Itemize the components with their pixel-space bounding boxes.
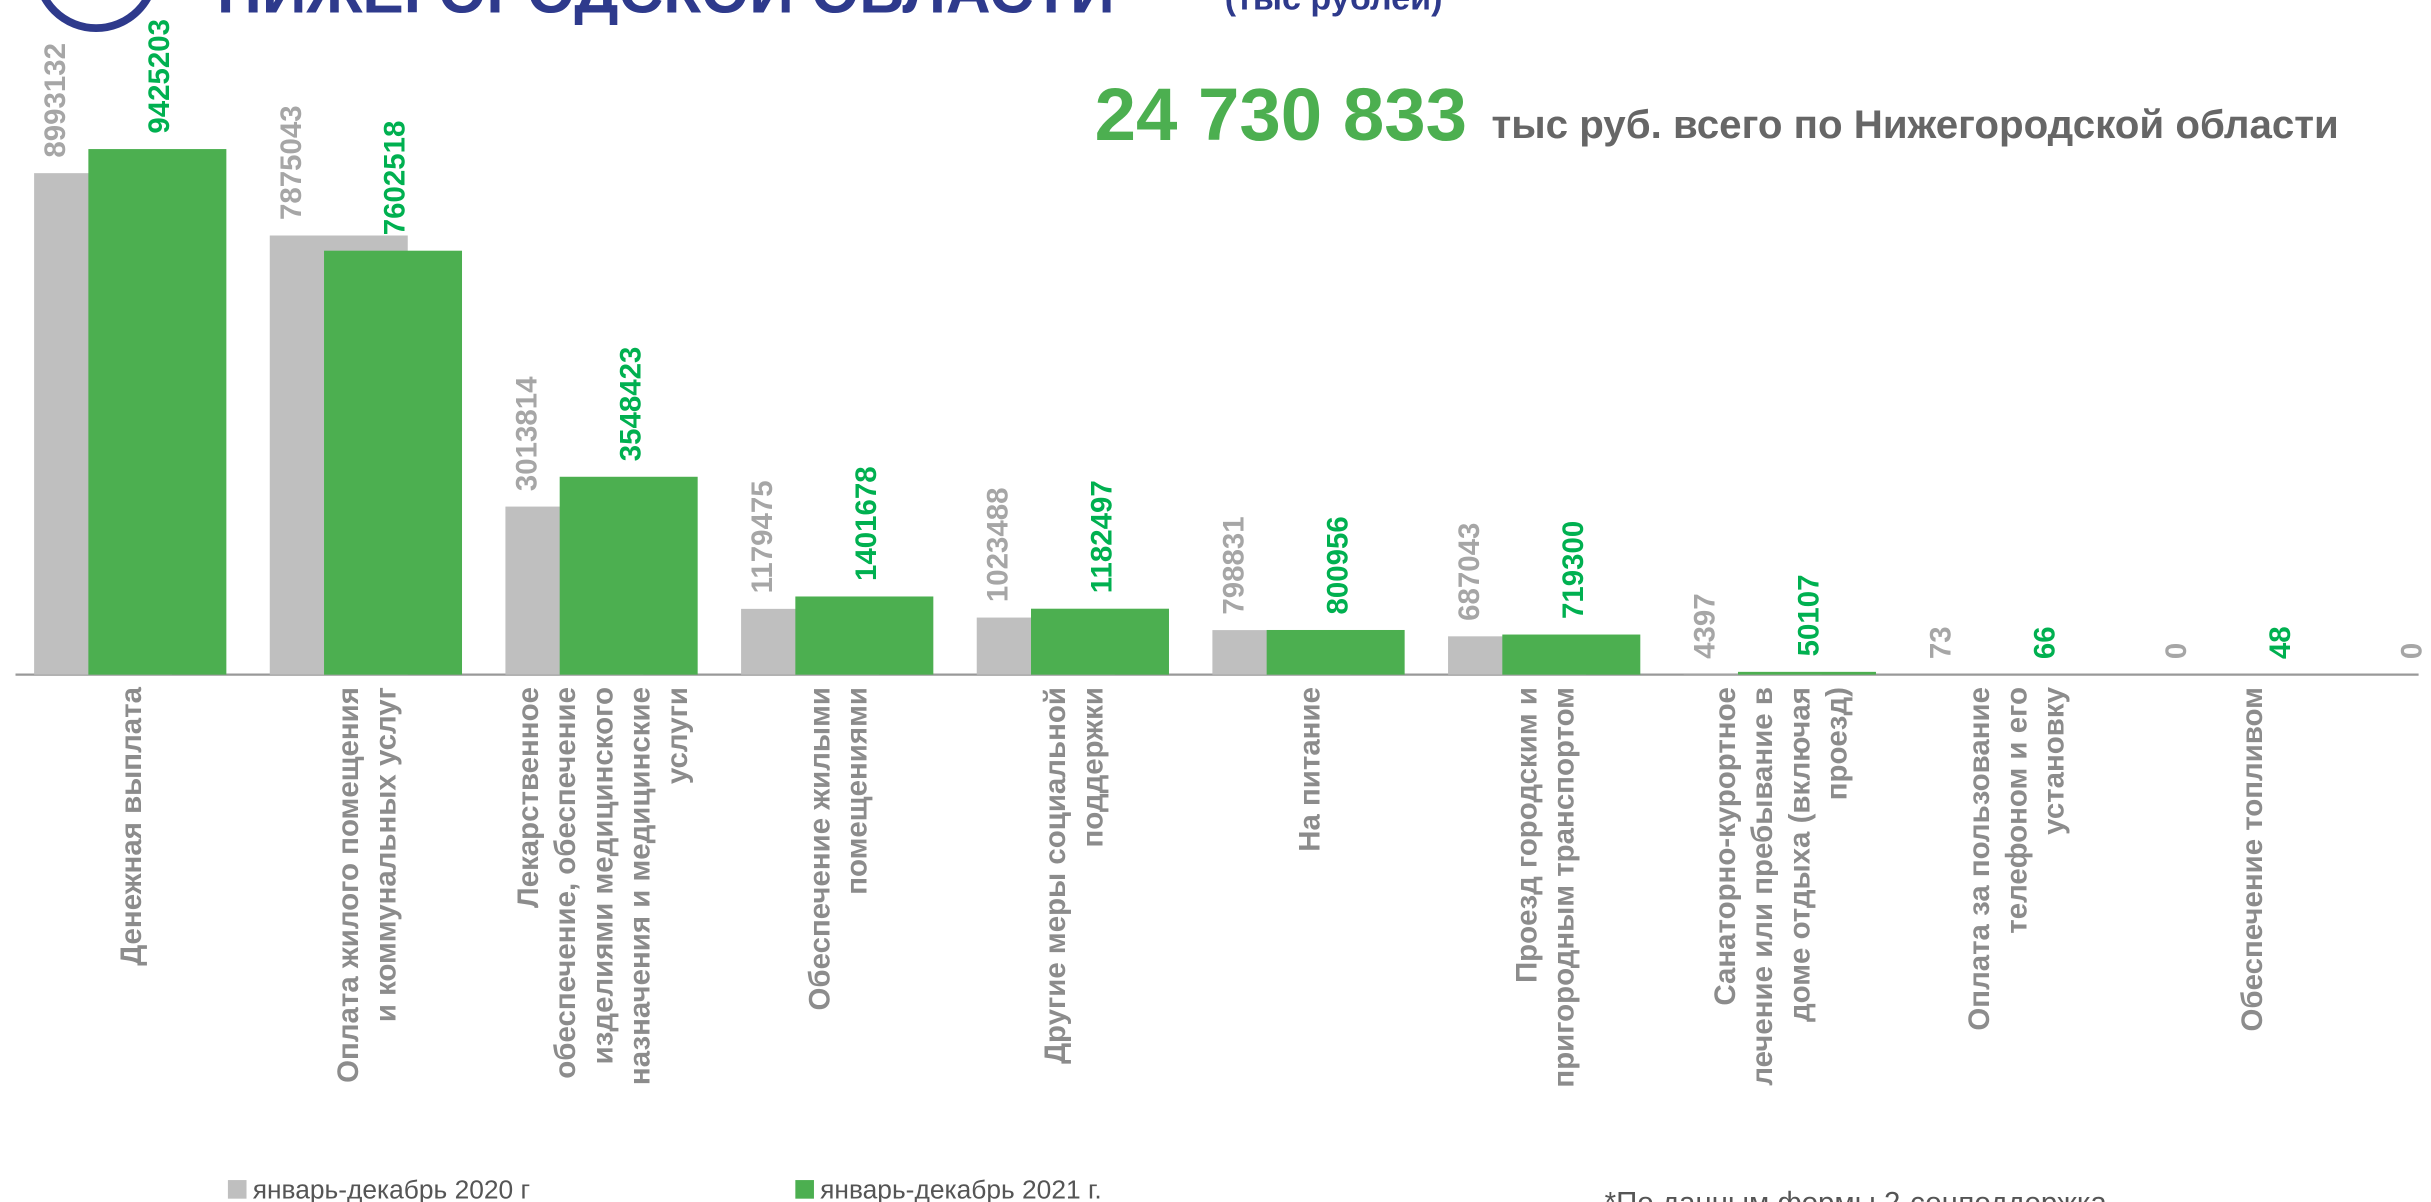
value-label: 1401678 — [850, 466, 883, 581]
value-label: 800956 — [1321, 516, 1354, 614]
value-label: 798831 — [1217, 516, 1250, 614]
logo — [41, 0, 151, 32]
value-label: 3013814 — [510, 376, 543, 491]
x-tick-label: Денежная выплата — [115, 686, 148, 965]
value-label: 73 — [1924, 626, 1957, 659]
bar — [1737, 671, 1876, 675]
x-tick-label: Проезд городским и пригородным транспорто… — [1510, 687, 1580, 1088]
bar — [1031, 608, 1169, 675]
x-tick-label: Другие меры социальной поддержки — [1039, 687, 1109, 1064]
bar — [1266, 629, 1405, 675]
total-note: тыс руб. всего по Нижегородской области — [1491, 102, 2338, 147]
bar — [795, 596, 934, 675]
chart-title: НИЖЕГОРОДСКОЙ ОБЛАСТИ — [217, 0, 1115, 27]
value-label: 1023488 — [982, 487, 1015, 602]
chart-subtitle: (тыс рублей) — [1225, 0, 1443, 18]
value-label: 4397 — [1689, 593, 1722, 659]
bar — [559, 476, 698, 675]
total: 24 730 833 — [1095, 73, 1467, 156]
x-tick-label: Лекарственное обеспечение, обеспечение изд… — [512, 687, 694, 1085]
value-label: 1182497 — [1086, 480, 1119, 593]
value-label: 7602518 — [379, 121, 412, 236]
legend-label: январь-декабрь 2020 г — [253, 1175, 530, 1202]
bar — [324, 250, 463, 675]
value-label: 7875043 — [275, 105, 308, 220]
value-label: 3548423 — [614, 347, 647, 462]
x-tick-label: Оплата жилого помещения и коммунальных ус… — [332, 687, 402, 1083]
x-tick-label: На питание — [1293, 687, 1326, 852]
x-tick-label: Оплата за пользование телефоном и его уста… — [1963, 686, 2070, 1030]
value-label: 48 — [2264, 626, 2297, 659]
bar — [1502, 634, 1641, 675]
x-tick-label: Обеспечение топливом — [2236, 687, 2269, 1031]
bar — [88, 149, 227, 675]
legend-label: январь-декабрь 2021 г. — [820, 1175, 1102, 1202]
x-tick-label: Обеспечение жилыми помещениями — [803, 687, 873, 1010]
value-label: 9425203 — [143, 19, 176, 134]
legend-swatch — [227, 1180, 247, 1199]
value-label: 50107 — [1793, 574, 1826, 656]
value-label: 0 — [2160, 643, 2193, 659]
legend-swatch — [795, 1180, 814, 1199]
value-label: 1179475 — [746, 480, 779, 593]
value-label: 687043 — [1453, 523, 1486, 621]
value-label: 719300 — [1557, 521, 1590, 619]
footnote: *По данным формы 2-соцподдержка — [1605, 1187, 2108, 1202]
value-label: 8993132 — [39, 43, 72, 158]
x-tick-label: Санаторно-курортное лечение или пребывани… — [1709, 687, 1854, 1086]
value-label: 66 — [2028, 626, 2061, 659]
value-label: 0 — [2396, 643, 2429, 659]
